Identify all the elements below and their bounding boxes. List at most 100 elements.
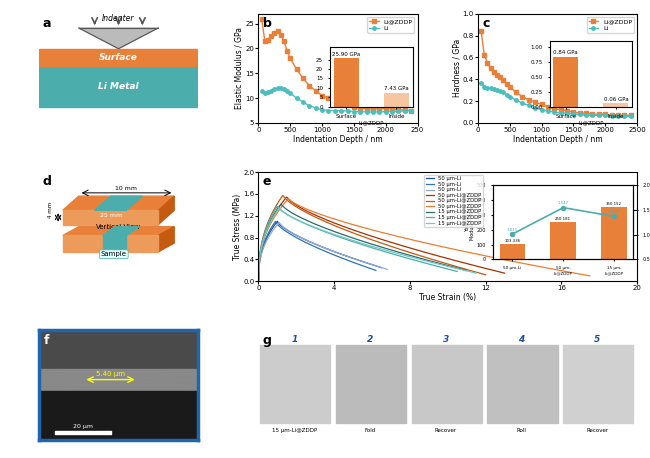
- 50 μm-Li: [361, 264, 369, 269]
- Li: [582, 113, 590, 118]
- 15 μm-Li@ZDDP: [385, 248, 393, 254]
- Li: [344, 108, 352, 114]
- Li@ZDDP: [287, 56, 294, 61]
- Li@ZDDP: [299, 76, 307, 81]
- Li: [267, 88, 275, 93]
- 50 μm-Li: [275, 220, 283, 225]
- Line: 50 μm-Li@ZDDP: 50 μm-Li@ZDDP: [259, 196, 486, 281]
- Li: [408, 108, 415, 113]
- 50 μm-Li@ZDDP: [255, 278, 263, 284]
- Li@ZDDP: [506, 84, 514, 90]
- Polygon shape: [103, 235, 127, 252]
- Li@ZDDP: [318, 93, 326, 98]
- Text: 20 μm: 20 μm: [73, 424, 93, 429]
- Text: 4 mm: 4 mm: [47, 202, 53, 218]
- Li@ZDDP: [306, 83, 313, 88]
- Bar: [412, 345, 482, 423]
- Line: 15 μm-Li@ZDDP: 15 μm-Li@ZDDP: [259, 208, 476, 281]
- Li@ZDDP: [376, 106, 384, 112]
- Line: 50 μm-Li@ZDDP: 50 μm-Li@ZDDP: [259, 197, 504, 281]
- Li: [480, 84, 488, 90]
- Text: 3: 3: [443, 335, 449, 344]
- 15 μm-Li@ZDDP: [377, 248, 385, 253]
- 50 μm-Li@ZDDP: [279, 193, 287, 198]
- Li: [337, 108, 345, 113]
- 15 μm-Li@ZDDP: [452, 266, 460, 271]
- Li: [369, 109, 377, 115]
- Li@ZDDP: [512, 90, 520, 95]
- Li: [557, 110, 565, 116]
- 15 μm-Li@ZDDP: [422, 261, 430, 266]
- Li: [544, 108, 552, 114]
- 50 μm-Li@ZDDP: [556, 267, 564, 273]
- Li: [477, 80, 485, 85]
- 50 μm-Li: [367, 262, 374, 267]
- Li: [376, 109, 384, 115]
- Li: [588, 113, 596, 118]
- Li: [287, 90, 294, 96]
- 15 μm-Li@ZDDP: [431, 259, 439, 265]
- Li@ZDDP: [484, 60, 491, 65]
- 15 μm-Li@ZDDP: [473, 270, 480, 276]
- 50 μm-Li: [255, 278, 263, 284]
- Li: [388, 109, 396, 114]
- Li@ZDDP: [595, 111, 603, 117]
- Li@ZDDP: [576, 110, 584, 116]
- Li@ZDDP: [620, 113, 628, 118]
- 15 μm-Li@ZDDP: [453, 269, 461, 274]
- 50 μm-Li@ZDDP: [463, 261, 471, 266]
- Li@ZDDP: [363, 106, 370, 112]
- Li: [531, 105, 539, 110]
- 15 μm-Li@ZDDP: [436, 264, 443, 270]
- Li@ZDDP: [267, 33, 275, 39]
- 50 μm-Li@ZDDP: [406, 245, 414, 251]
- Polygon shape: [159, 227, 174, 252]
- X-axis label: True Strain (%): True Strain (%): [419, 293, 476, 302]
- Li: [274, 86, 281, 91]
- 50 μm-Li@ZDDP: [395, 246, 402, 251]
- Li@ZDDP: [477, 28, 485, 34]
- 50 μm-Li@ZDDP: [453, 247, 461, 253]
- Li: [261, 90, 268, 95]
- Li@ZDDP: [283, 48, 291, 54]
- Li@ZDDP: [563, 108, 571, 114]
- Text: f: f: [44, 334, 49, 347]
- Li@ZDDP: [525, 97, 533, 103]
- 50 μm-Li@ZDDP: [462, 266, 469, 272]
- Li@ZDDP: [493, 72, 501, 78]
- 50 μm-Li@ZDDP: [285, 196, 292, 202]
- Li: [331, 108, 339, 113]
- Text: 1.371: 1.371: [608, 210, 619, 214]
- Text: 4: 4: [519, 335, 525, 344]
- Line: 50 μm-Li: 50 μm-Li: [259, 221, 382, 281]
- Li: [312, 105, 320, 111]
- 50 μm-Li@ZDDP: [586, 273, 593, 278]
- X-axis label: Indentation Depth / nm: Indentation Depth / nm: [293, 135, 383, 143]
- Li: [519, 101, 526, 106]
- Legend: Li@ZDDP, Li: Li@ZDDP, Li: [587, 17, 634, 33]
- Text: g: g: [262, 334, 271, 347]
- Li@ZDDP: [519, 94, 526, 99]
- 15 μm-Li@ZDDP: [384, 248, 392, 254]
- Bar: [39, 66, 198, 107]
- Li@ZDDP: [337, 99, 345, 105]
- Li@ZDDP: [356, 105, 364, 111]
- 50 μm-Li: [372, 267, 380, 273]
- Li: [306, 103, 313, 109]
- Text: c: c: [483, 17, 490, 30]
- 50 μm-Li@ZDDP: [283, 194, 291, 200]
- Li: [356, 109, 364, 114]
- Li@ZDDP: [350, 104, 358, 109]
- Li: [608, 114, 616, 119]
- Line: 50 μm-Li: 50 μm-Li: [259, 223, 387, 281]
- Text: Li Metal: Li Metal: [98, 82, 139, 92]
- Li: [484, 85, 491, 91]
- Li@ZDDP: [331, 98, 339, 104]
- 50 μm-Li: [363, 260, 371, 266]
- Li: [525, 103, 533, 108]
- 50 μm-Li: [378, 265, 385, 270]
- Bar: [261, 345, 330, 423]
- Text: Fold: Fold: [365, 428, 376, 433]
- Li: [299, 99, 307, 105]
- 15 μm-Li@ZDDP: [273, 204, 281, 209]
